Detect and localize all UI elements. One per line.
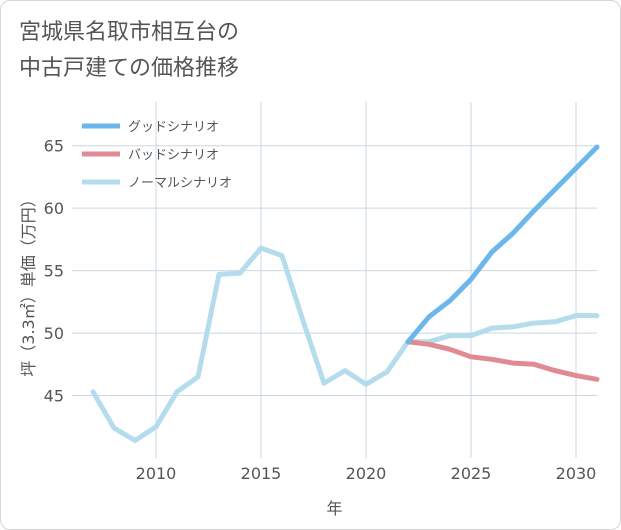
x-tick-2025: 2025 [451,464,492,483]
series-line-1 [405,339,600,382]
plot-area [72,102,597,458]
x-tick-2030: 2030 [556,464,597,483]
x-tick-2015: 2015 [241,464,282,483]
legend-label-1: バッドシナリオ [128,148,219,163]
x-axis-label: 年 [326,499,342,518]
series-line-2 [90,245,600,443]
legend-label-0: グッドシナリオ [128,120,219,135]
legend-label-2: ノーマルシナリオ [128,176,232,191]
y-axis-label: 坪（3.3㎡）単価（万円） [19,191,38,376]
y-tick-45: 45 [44,387,64,406]
series-line-0 [405,144,600,345]
x-tick-2010: 2010 [136,464,177,483]
title-line-1: 宮城県名取市相互台の [19,20,240,45]
series-lines [90,144,600,443]
tick-labels: 45 50 55 60 65 2010 2015 2020 2025 2030 [44,137,597,483]
x-tick-2020: 2020 [346,464,387,483]
title-line-2: 中古戸建ての価格推移 [19,56,240,81]
y-tick-55: 55 [44,262,64,281]
y-tick-65: 65 [44,137,64,156]
chart-title: 宮城県名取市相互台の 中古戸建ての価格推移 [19,15,239,87]
y-tick-50: 50 [44,324,64,343]
y-tick-60: 60 [44,199,64,218]
